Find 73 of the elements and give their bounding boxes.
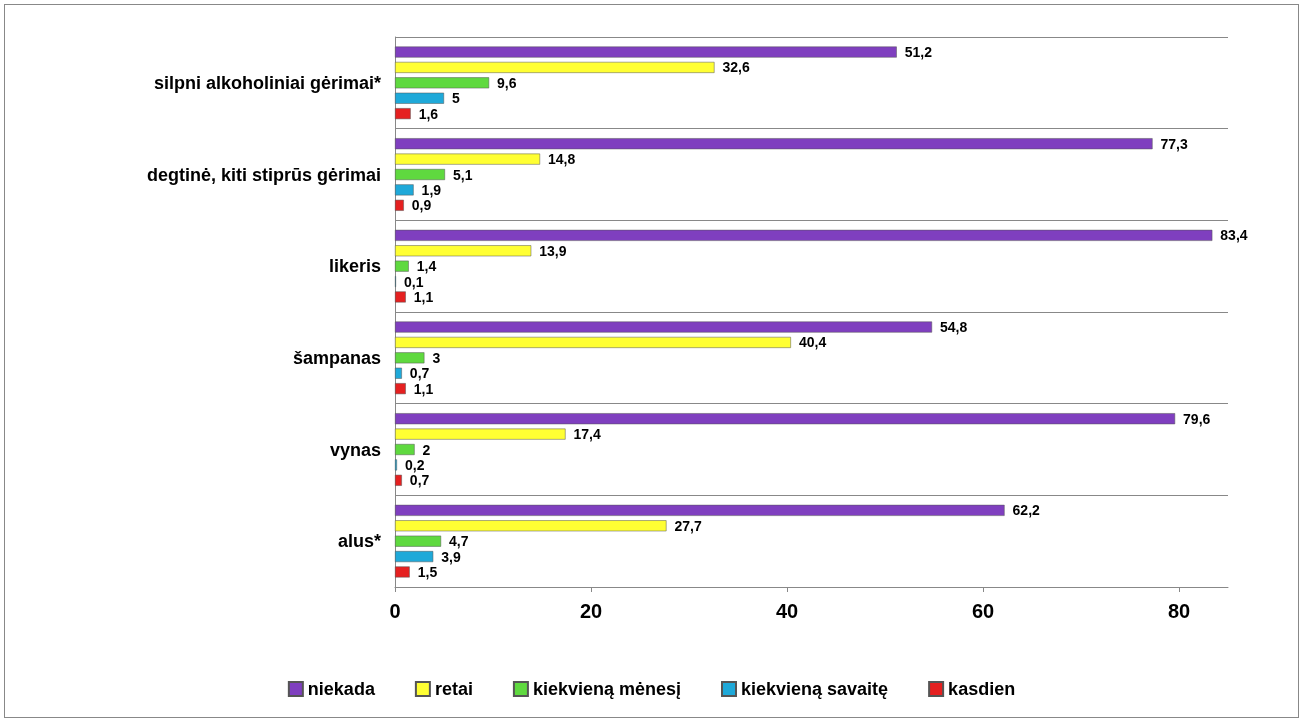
data-label: 5,1 xyxy=(452,166,473,183)
x-tick-label: 60 xyxy=(971,600,995,622)
bar xyxy=(395,291,406,303)
data-label: 0,1 xyxy=(403,273,424,290)
bar xyxy=(395,352,425,364)
bar xyxy=(395,535,442,547)
data-label: 5 xyxy=(452,90,460,107)
data-label: 9,6 xyxy=(497,74,517,91)
y-tick-label: degtinė, kiti stiprūs gėrimai xyxy=(146,164,381,185)
bar xyxy=(395,321,933,333)
bar xyxy=(395,551,434,563)
data-label: 1,5 xyxy=(417,563,438,580)
bar xyxy=(395,245,532,257)
bar xyxy=(395,566,410,578)
y-tick-label: alus* xyxy=(337,531,381,552)
bar xyxy=(395,367,402,379)
data-label: 1,1 xyxy=(413,380,434,397)
data-label: 1,6 xyxy=(418,105,439,122)
bar xyxy=(395,92,444,104)
data-label: 3,9 xyxy=(441,548,461,565)
data-label: 79,6 xyxy=(1183,410,1211,427)
data-label: 51,2 xyxy=(904,44,933,61)
data-label: 32,6 xyxy=(722,59,750,76)
bar xyxy=(395,474,402,486)
legend-label: kiekvieną mėnesį xyxy=(532,679,682,699)
data-label: 0,9 xyxy=(411,197,432,214)
bar xyxy=(395,77,490,89)
data-label: 1,9 xyxy=(421,181,442,198)
data-label: 0,7 xyxy=(409,365,430,382)
data-label: 83,4 xyxy=(1220,227,1248,244)
data-label: 62,2 xyxy=(1012,502,1041,519)
bar xyxy=(395,520,667,532)
legend-label: kiekvieną savaitę xyxy=(741,679,889,699)
data-label: 27,7 xyxy=(674,517,702,534)
y-tick-label: vynas xyxy=(329,439,381,460)
bar xyxy=(395,383,406,395)
bar xyxy=(395,444,415,455)
data-label: 54,8 xyxy=(940,319,968,336)
bar xyxy=(395,260,409,272)
data-label: 3 xyxy=(432,349,441,366)
bar xyxy=(395,169,445,180)
x-tick-label: 20 xyxy=(579,600,603,622)
bar xyxy=(395,504,1005,516)
bar xyxy=(395,61,715,73)
data-label: 4,7 xyxy=(449,533,469,550)
bar xyxy=(395,428,566,440)
data-label: 77,3 xyxy=(1160,135,1188,152)
legend-label: kasdien xyxy=(948,679,1016,699)
x-tick-label: 80 xyxy=(1167,600,1191,622)
data-label: 2 xyxy=(422,441,431,458)
data-label: 13,9 xyxy=(539,242,567,259)
bar xyxy=(395,413,1176,425)
bar xyxy=(395,153,541,165)
y-tick-label: likeris xyxy=(328,256,381,277)
bar xyxy=(395,46,897,58)
x-tick-label: 40 xyxy=(775,600,799,622)
bar xyxy=(395,199,404,211)
data-label: 14,8 xyxy=(548,151,576,168)
legend-label: niekada xyxy=(307,679,376,699)
y-tick-label: šampanas xyxy=(292,347,381,368)
legend-label: retai xyxy=(434,679,473,699)
data-label: 40,4 xyxy=(798,334,827,351)
x-tick-label: 0 xyxy=(389,600,401,622)
bar xyxy=(395,184,414,196)
bar xyxy=(395,229,1213,241)
data-label: 0,2 xyxy=(404,456,425,473)
data-label: 1,4 xyxy=(416,258,437,275)
bar xyxy=(395,138,1153,150)
data-label: 0,7 xyxy=(409,472,430,489)
y-tick-label: silpni alkoholiniai gėrimai* xyxy=(153,72,381,93)
bar xyxy=(395,336,791,348)
data-label: 17,4 xyxy=(573,426,601,443)
bar xyxy=(395,108,411,120)
